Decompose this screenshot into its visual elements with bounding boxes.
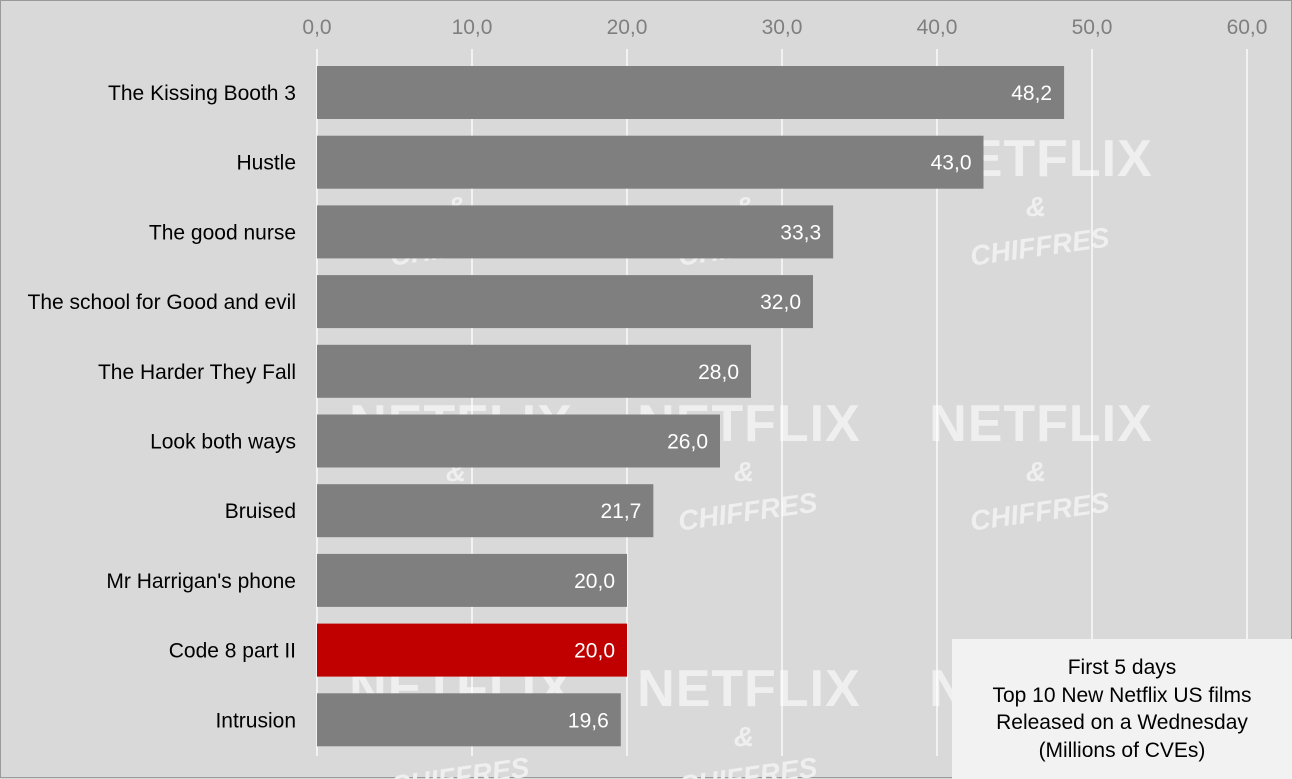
watermark-ampersand: & bbox=[734, 456, 754, 487]
x-tick-label: 20,0 bbox=[607, 16, 648, 39]
watermark-sub: CHIFFRES bbox=[968, 486, 1111, 536]
category-label: The school for Good and evil bbox=[28, 291, 297, 314]
info-line-3: Released on a Wednesday bbox=[996, 711, 1248, 734]
category-label: Mr Harrigan's phone bbox=[106, 570, 296, 593]
category-label: Bruised bbox=[225, 500, 296, 523]
x-tick-label: 40,0 bbox=[917, 16, 958, 39]
category-label: The Harder They Fall bbox=[98, 361, 296, 384]
watermark-sub: CHIFFRES bbox=[676, 751, 819, 779]
bar bbox=[317, 693, 621, 747]
info-box: First 5 days Top 10 New Netflix US films… bbox=[952, 639, 1292, 779]
watermark: NETFLIX&CHIFFRES bbox=[929, 395, 1153, 537]
category-label: The good nurse bbox=[149, 221, 296, 244]
watermark-ampersand: & bbox=[1026, 456, 1046, 487]
category-label: The Kissing Booth 3 bbox=[108, 82, 296, 105]
bar bbox=[317, 344, 751, 398]
bar-value-label: 48,2 bbox=[1011, 82, 1052, 105]
x-tick-label: 60,0 bbox=[1227, 16, 1268, 39]
bar-value-label: 21,7 bbox=[600, 500, 641, 523]
category-label: Code 8 part II bbox=[169, 640, 296, 663]
category-label: Hustle bbox=[236, 152, 296, 175]
watermark: NETFLIX&CHIFFRES bbox=[637, 660, 861, 779]
bar-value-label: 43,0 bbox=[931, 152, 972, 175]
bar bbox=[317, 275, 813, 329]
info-line-2: Top 10 New Netflix US films bbox=[992, 683, 1252, 707]
bar bbox=[317, 623, 627, 677]
category-label: Look both ways bbox=[150, 431, 296, 454]
x-tick-label: 10,0 bbox=[452, 16, 493, 39]
x-tick-label: 0,0 bbox=[302, 16, 331, 39]
watermark-brand: NETFLIX bbox=[637, 660, 861, 718]
bar-value-label: 19,6 bbox=[568, 709, 609, 732]
watermark-sub: CHIFFRES bbox=[968, 221, 1111, 271]
bar-value-label: 28,0 bbox=[698, 361, 739, 384]
watermark-sub: CHIFFRES bbox=[676, 486, 819, 536]
x-tick-label: 50,0 bbox=[1072, 16, 1113, 39]
info-line-1: First 5 days bbox=[1067, 656, 1177, 679]
info-line-4: (Millions of CVEs) bbox=[1038, 738, 1206, 762]
bar-value-label: 20,0 bbox=[574, 640, 615, 663]
bar bbox=[317, 484, 654, 538]
bar-value-label: 26,0 bbox=[667, 431, 708, 454]
bar bbox=[317, 553, 627, 607]
watermark-ampersand: & bbox=[734, 721, 754, 752]
bar-value-label: 33,3 bbox=[780, 221, 821, 244]
bar-value-label: 32,0 bbox=[760, 291, 801, 314]
category-label: Intrusion bbox=[215, 709, 296, 732]
watermark-ampersand: & bbox=[1026, 191, 1046, 222]
bar bbox=[317, 205, 834, 259]
bar bbox=[317, 414, 720, 468]
x-tick-label: 30,0 bbox=[762, 16, 803, 39]
bar-value-label: 20,0 bbox=[574, 570, 615, 593]
watermark-sub: CHIFFRES bbox=[388, 751, 531, 779]
watermark-brand: NETFLIX bbox=[929, 395, 1153, 453]
bar bbox=[317, 135, 984, 189]
bar bbox=[317, 66, 1065, 119]
